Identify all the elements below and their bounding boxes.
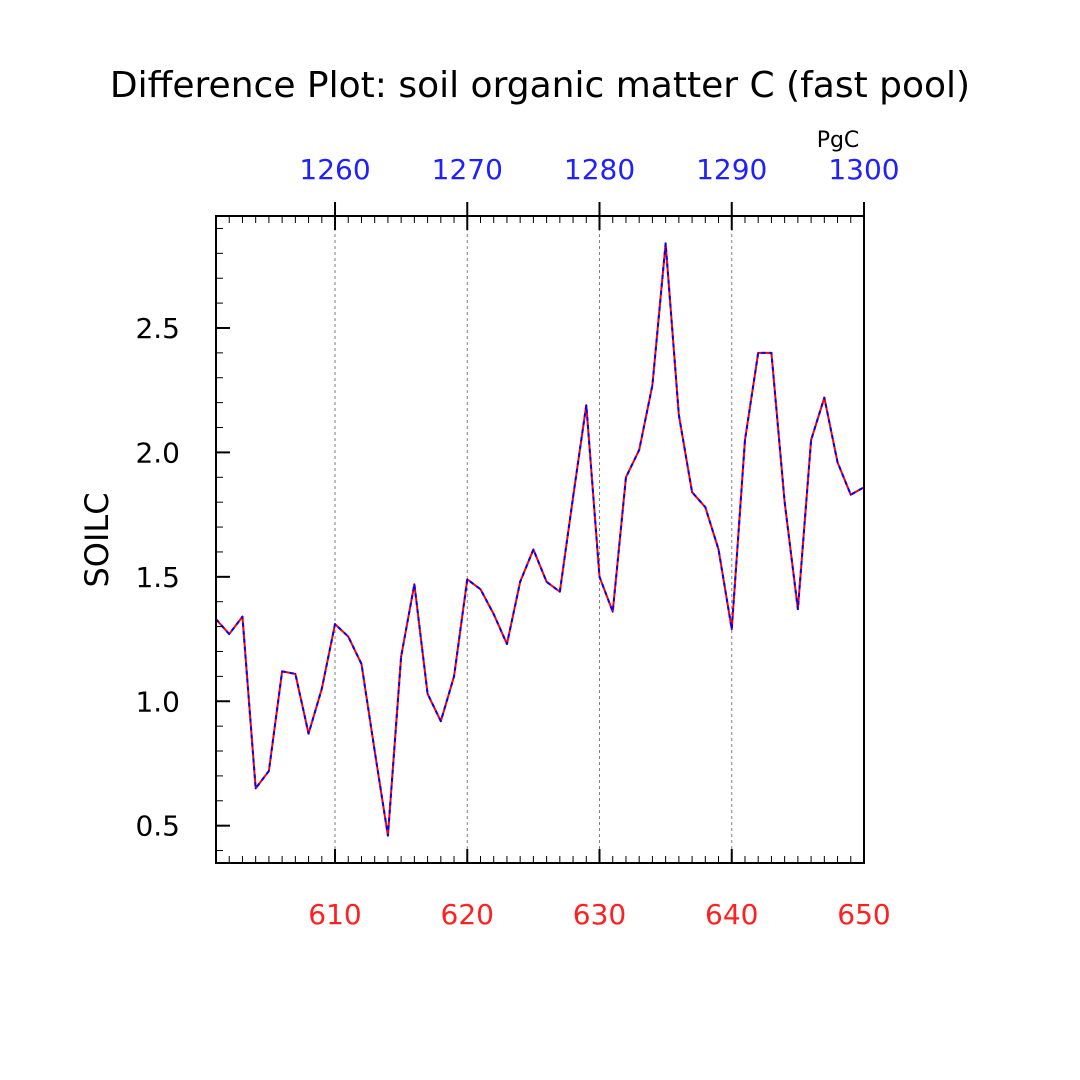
data-point (360, 663, 363, 665)
series-layer (215, 242, 865, 837)
data-point (836, 461, 839, 464)
data-point (704, 506, 707, 508)
data-point (453, 675, 455, 678)
y-tick-label: 1.5 (135, 561, 180, 594)
grid-lines (334, 216, 733, 863)
data-point (532, 548, 535, 551)
top-tick-label: 1300 (828, 153, 899, 186)
data-point (757, 352, 760, 354)
data-point (228, 633, 231, 635)
data-point (320, 688, 323, 690)
y-tick-label: 0.5 (135, 810, 180, 843)
data-point (347, 635, 350, 638)
top-tick-label: 1270 (432, 153, 503, 186)
data-point (307, 732, 310, 735)
data-point (797, 608, 799, 610)
data-point (585, 404, 588, 406)
data-point (572, 496, 574, 498)
data-point (744, 439, 746, 441)
data-point (770, 352, 773, 354)
data-point (717, 548, 720, 551)
data-point (492, 613, 495, 615)
data-point (611, 610, 614, 613)
data-point (294, 673, 297, 675)
data-point (254, 787, 257, 790)
data-point (664, 242, 667, 245)
data-point (334, 623, 336, 625)
data-point (241, 615, 244, 618)
x-tick-label: 630 (573, 898, 626, 931)
series-line-red (215, 242, 865, 837)
top-tick-label: 1290 (696, 153, 767, 186)
y-axis-label: SOILC (78, 492, 116, 587)
tick-labels: 610 620 630 640 650 1260 1270 1280 1290 1300 0.5 1.… (135, 153, 899, 931)
data-point (268, 770, 270, 772)
data-point (466, 578, 469, 581)
data-point (651, 384, 654, 387)
y-tick-label: 2.5 (135, 312, 180, 345)
data-point (426, 692, 429, 695)
axis-ticks (215, 202, 865, 863)
data-point (506, 643, 508, 645)
data-point (479, 588, 482, 591)
data-point (823, 396, 826, 399)
data-point (545, 581, 548, 583)
data-point (638, 449, 640, 451)
series-line-blue (215, 242, 865, 837)
data-point (678, 414, 680, 416)
data-point (387, 834, 389, 837)
data-point (783, 501, 786, 503)
x-tick-label: 640 (705, 898, 758, 931)
data-point (400, 655, 402, 658)
x-tick-label: 620 (441, 898, 494, 931)
data-point (625, 476, 627, 479)
data-point (413, 583, 416, 586)
data-point (730, 628, 733, 630)
data-point (598, 576, 601, 578)
top-tick-label: 1280 (564, 153, 635, 186)
data-point (440, 720, 442, 722)
data-point (691, 491, 693, 494)
data-point (373, 750, 376, 752)
plot-frame (215, 215, 865, 864)
data-point (519, 581, 521, 583)
data-point (810, 439, 812, 441)
y-tick-label: 2.0 (135, 436, 180, 469)
top-tick-label: 1260 (299, 153, 370, 186)
top-axis-unit: PgC (817, 128, 860, 153)
data-point (281, 670, 283, 673)
y-tick-label: 1.0 (135, 685, 180, 718)
x-tick-label: 610 (308, 898, 361, 931)
data-point (849, 493, 852, 496)
x-tick-label: 650 (837, 898, 890, 931)
chart-title: Difference Plot: soil organic matter C (… (110, 65, 970, 106)
data-point (559, 590, 561, 593)
